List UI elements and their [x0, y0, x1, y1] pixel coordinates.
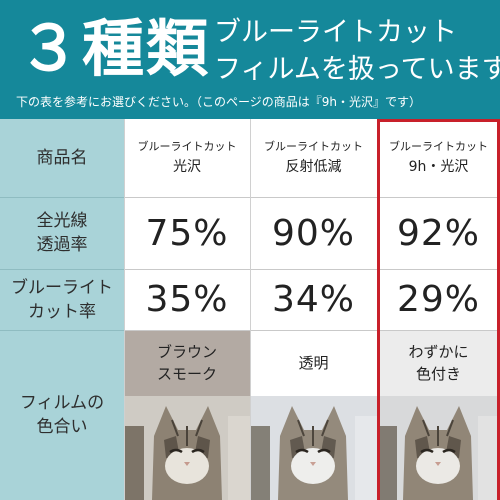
column-divider: [124, 119, 125, 500]
product-name-small: ブルーライトカット: [389, 140, 488, 153]
transmittance-value: 90%: [271, 212, 355, 254]
tint-swatch: [377, 330, 500, 396]
row-divider: [0, 269, 124, 270]
cat-photo-preview: [250, 396, 377, 500]
comparison-table: 商品名 全光線 透過率 ブルーライト カット率 フィルムの 色合い ブルーライト…: [0, 119, 500, 500]
product-name-cell: ブルーライトカット 反射低減: [250, 119, 377, 197]
product-name-cell: ブルーライトカット 光沢: [124, 119, 250, 197]
cat-photo-preview: [124, 396, 250, 500]
big-title: ３種類: [18, 12, 211, 85]
cut-rate-value: 34%: [271, 279, 355, 320]
product-name-small: ブルーライトカット: [264, 140, 363, 153]
subtitle-line-1: ブルーライトカット: [214, 17, 457, 48]
row-header-transmittance: 全光線 透過率: [36, 211, 88, 255]
tint-swatch: [250, 330, 377, 396]
product-name-main: 光沢: [173, 159, 201, 175]
subtitle: ブルーライトカット フィルムを扱っています: [214, 14, 500, 88]
row-header-cut-rate: ブルーライト カット率: [11, 277, 113, 322]
row-header-tint: フィルムの 色合い: [19, 393, 105, 437]
header-banner: ３種類 ブルーライトカット フィルムを扱っています 下の表を参考にお選びください…: [0, 0, 500, 119]
subtitle-line-2: フィルムを扱っています: [214, 54, 500, 85]
selection-note: 下の表を参考にお選びください。（このページの商品は『9h・光沢』です）: [16, 95, 422, 109]
tint-swatch: [124, 330, 250, 396]
product-name-main: 反射低減: [285, 159, 342, 175]
product-name-small: ブルーライトカット: [137, 140, 237, 153]
tint-label: 透明: [298, 354, 329, 372]
cut-rate-value: 35%: [145, 279, 229, 320]
column-divider: [250, 119, 251, 500]
tint-label: わずかに 色付き: [408, 343, 469, 383]
product-name-cell: ブルーライトカット 9h・光沢: [377, 119, 500, 197]
row-divider: [0, 197, 124, 198]
tint-label: ブラウン スモーク: [156, 343, 217, 383]
transmittance-value: 92%: [396, 212, 480, 254]
row-header-column: [0, 119, 124, 500]
cut-rate-value: 29%: [396, 279, 480, 320]
row-divider: [0, 330, 124, 331]
transmittance-value: 75%: [145, 212, 229, 254]
column-divider: [377, 119, 378, 500]
cat-photo-preview: [377, 396, 500, 500]
row-header-product-name: 商品名: [36, 148, 88, 168]
product-name-main: 9h・光沢: [408, 159, 469, 175]
